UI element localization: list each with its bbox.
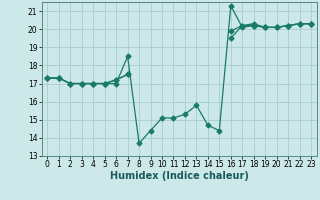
X-axis label: Humidex (Indice chaleur): Humidex (Indice chaleur): [110, 171, 249, 181]
